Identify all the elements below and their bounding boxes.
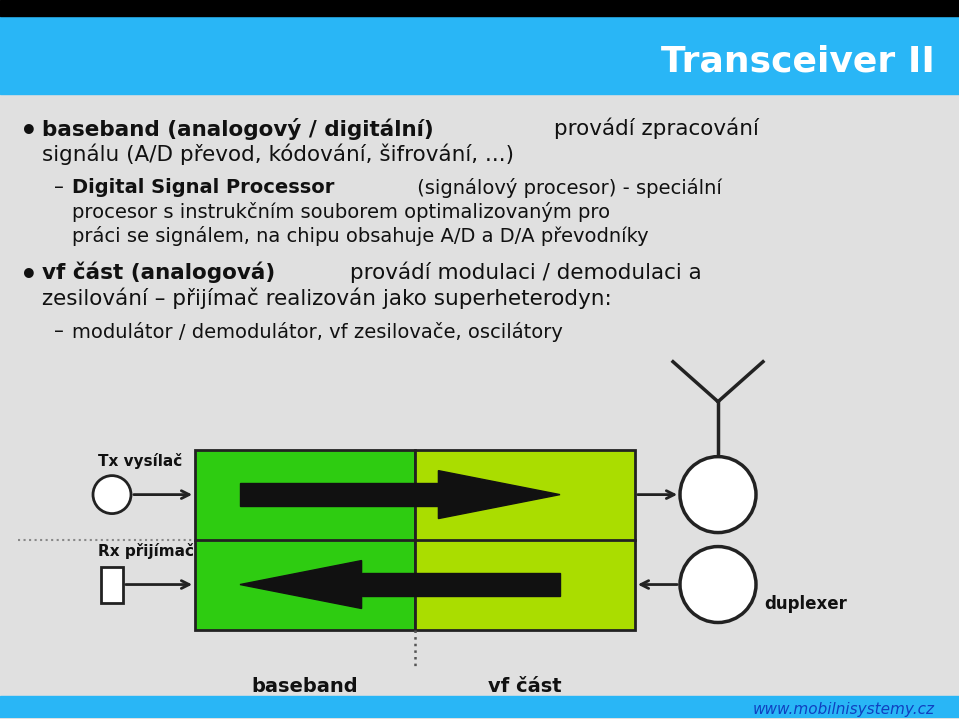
Text: Tx vysílač: Tx vysílač — [98, 453, 182, 469]
Text: duplexer: duplexer — [764, 595, 847, 613]
Text: vf část: vf část — [488, 677, 562, 697]
Text: Digital Signal Processor: Digital Signal Processor — [72, 178, 335, 197]
Text: Transceiver II: Transceiver II — [661, 45, 935, 79]
Polygon shape — [240, 561, 362, 608]
Bar — [195, 449, 415, 630]
Bar — [101, 567, 123, 603]
Text: Rx přijímač: Rx přijímač — [98, 543, 194, 559]
Circle shape — [680, 457, 756, 533]
Bar — [0, 16, 959, 94]
Text: –: – — [54, 321, 64, 341]
Text: provádí zpracování: provádí zpracování — [548, 118, 760, 139]
Bar — [415, 449, 635, 630]
Text: baseband (analogový / digitální): baseband (analogový / digitální) — [42, 118, 433, 140]
Text: signálu (A/D převod, kódování, šifrování, ...): signálu (A/D převod, kódování, šifrování… — [42, 144, 514, 165]
Text: provádí modulaci / demodulaci a: provádí modulaci / demodulaci a — [343, 262, 702, 283]
Bar — [240, 483, 438, 506]
Bar — [0, 697, 959, 718]
Text: práci se signálem, na chipu obsahuje A/D a D/A převodníky: práci se signálem, na chipu obsahuje A/D… — [72, 226, 648, 246]
Bar — [0, 0, 959, 16]
Text: •: • — [20, 262, 37, 290]
Text: vf část (analogová): vf část (analogová) — [42, 262, 275, 283]
Bar — [0, 94, 959, 695]
Text: baseband: baseband — [251, 677, 359, 697]
Text: (signálový procesor) - speciální: (signálový procesor) - speciální — [410, 178, 721, 198]
Text: –: – — [54, 178, 64, 197]
Circle shape — [93, 476, 131, 513]
Bar — [362, 573, 560, 596]
Text: procesor s instrukčním souborem optimalizovaným pro: procesor s instrukčním souborem optimali… — [72, 202, 610, 222]
Text: zesilování – přijímač realizován jako superheterodyn:: zesilování – přijímač realizován jako su… — [42, 288, 612, 309]
Text: •: • — [20, 118, 37, 146]
Text: www.mobilnisystemy.cz: www.mobilnisystemy.cz — [753, 702, 935, 717]
Text: modulátor / demodulátor, vf zesilovače, oscilátory: modulátor / demodulátor, vf zesilovače, … — [72, 321, 563, 342]
Polygon shape — [438, 471, 560, 518]
Circle shape — [680, 546, 756, 623]
